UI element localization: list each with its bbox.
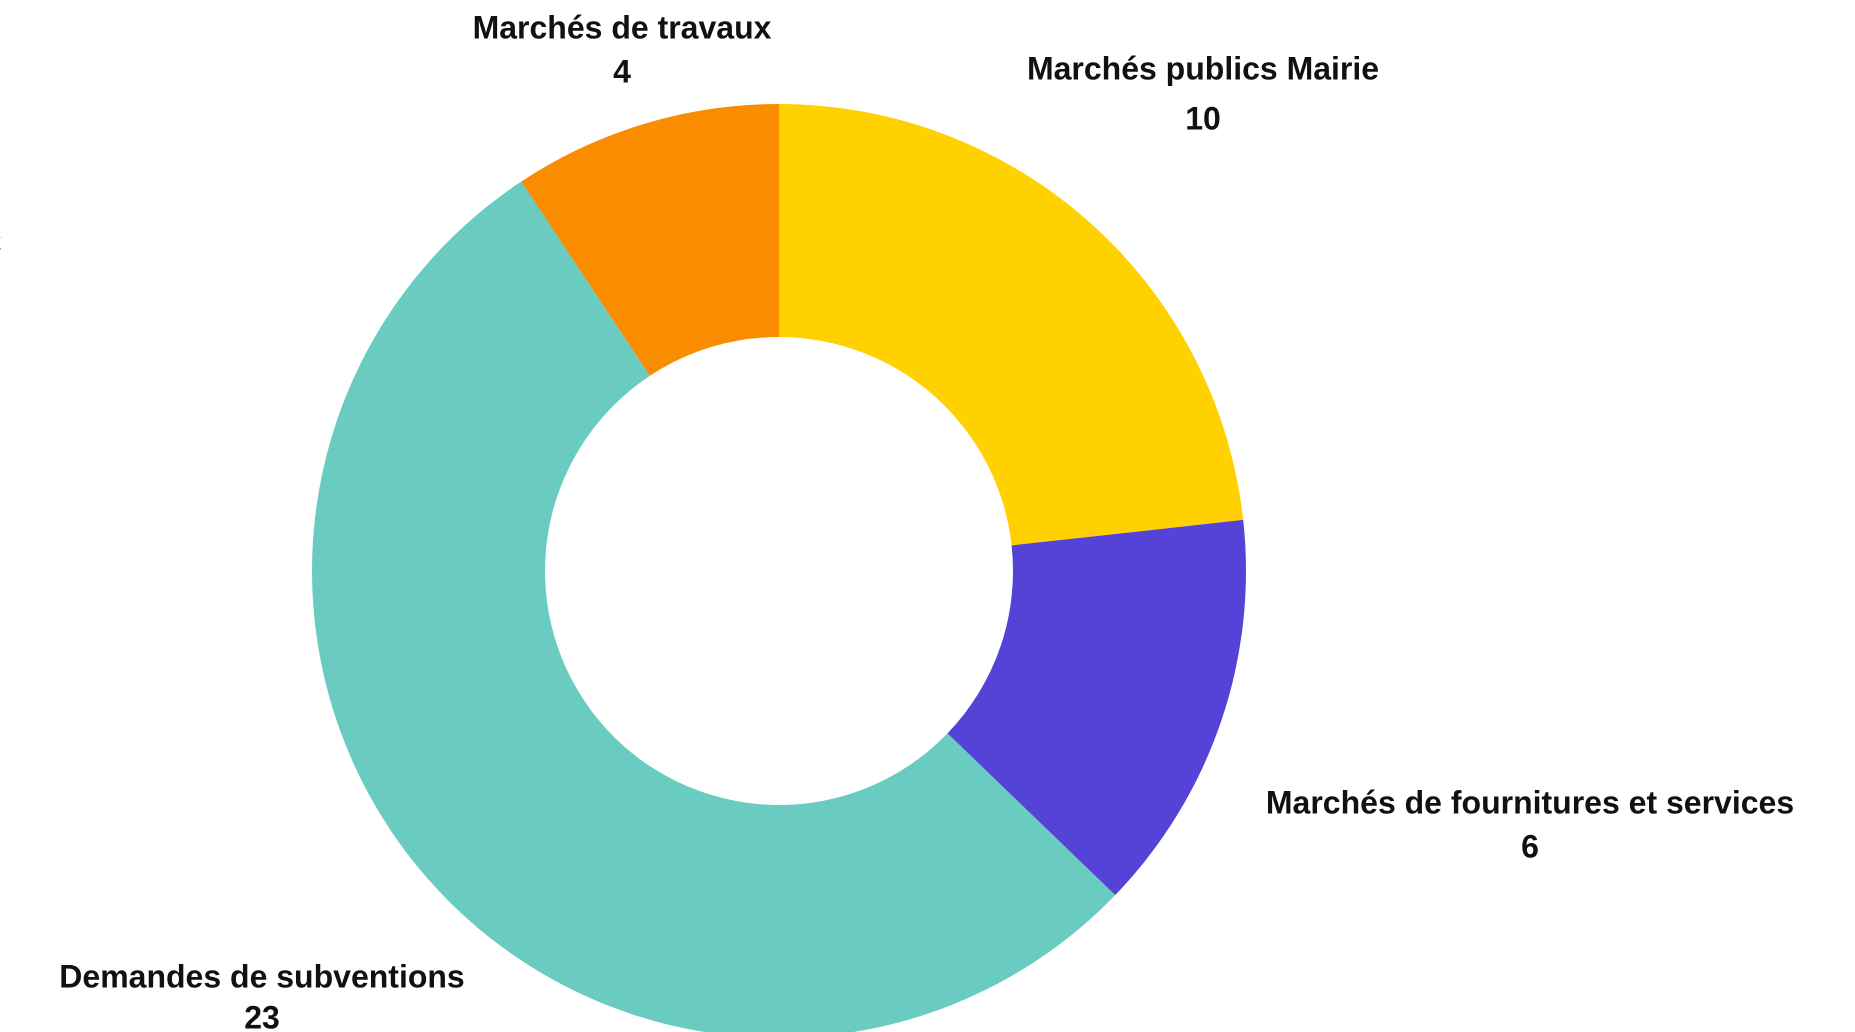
slice-value: 10 [1185,100,1221,136]
slice-label: Marchés de travaux [473,9,772,45]
slice-label: Demandes de subventions [59,958,464,994]
slice-value: 4 [613,53,631,89]
annotation: C [0,225,2,261]
slice-value: 6 [1521,828,1539,864]
slice [947,519,1246,896]
slice-value: 23 [244,999,280,1032]
slice [521,104,779,376]
slice-label: Marchés publics Mairie [1027,50,1379,86]
slice [311,181,1116,1032]
slice [779,104,1244,546]
slice-label: Marchés de fournitures et services [1266,784,1794,820]
